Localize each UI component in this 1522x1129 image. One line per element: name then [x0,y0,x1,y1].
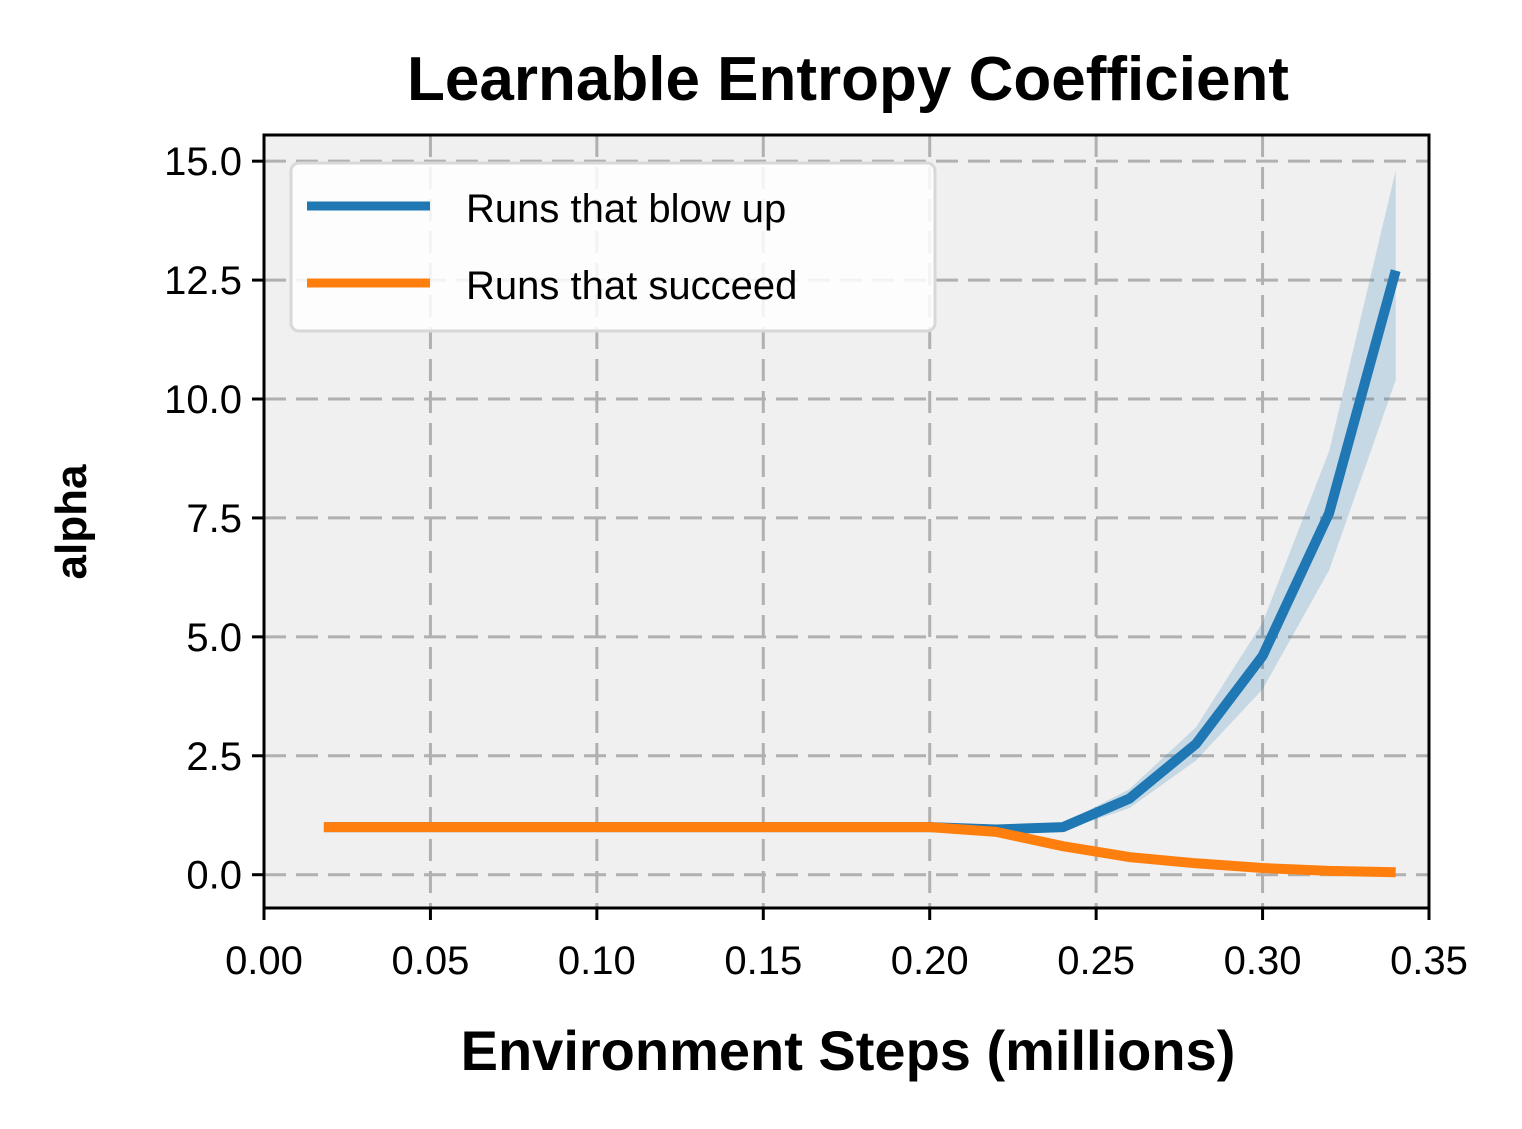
x-tick-label: 0.20 [891,939,969,983]
x-tick-label: 0.25 [1057,939,1135,983]
x-tick-label: 0.35 [1390,939,1468,983]
y-axis-label: alpha [47,464,96,579]
y-tick-label: 12.5 [164,259,242,303]
y-tick-label: 0.0 [186,854,242,898]
x-tick-label: 0.15 [724,939,802,983]
legend-label-succeed: Runs that succeed [466,264,797,308]
legend: Runs that blow up Runs that succeed [289,161,937,333]
x-tick-label: 0.10 [558,939,636,983]
plot-frame [262,133,1431,910]
axis-ticks: 0.00 0.05 0.10 0.15 0.20 0.25 0.30 0.35 0.0 2.5 5.… [164,140,1468,983]
x-tick-label: 0.30 [1224,939,1302,983]
y-tick-label: 10.0 [164,378,242,422]
x-tick-label: 0.05 [391,939,469,983]
y-tick-label: 15.0 [164,140,242,184]
y-tick-label: 2.5 [186,735,242,779]
y-tick-label: 7.5 [186,497,242,541]
series-line-1 [323,822,1396,878]
x-axis-label: Environment Steps (millions) [461,1019,1236,1082]
legend-box [289,161,937,333]
series-lines [323,269,1401,878]
chart-title: Learnable Entropy Coefficient [407,45,1289,114]
x-tick-label: 0.00 [225,939,303,983]
y-tick-label: 5.0 [186,616,242,660]
legend-label-blow-up: Runs that blow up [466,187,786,231]
